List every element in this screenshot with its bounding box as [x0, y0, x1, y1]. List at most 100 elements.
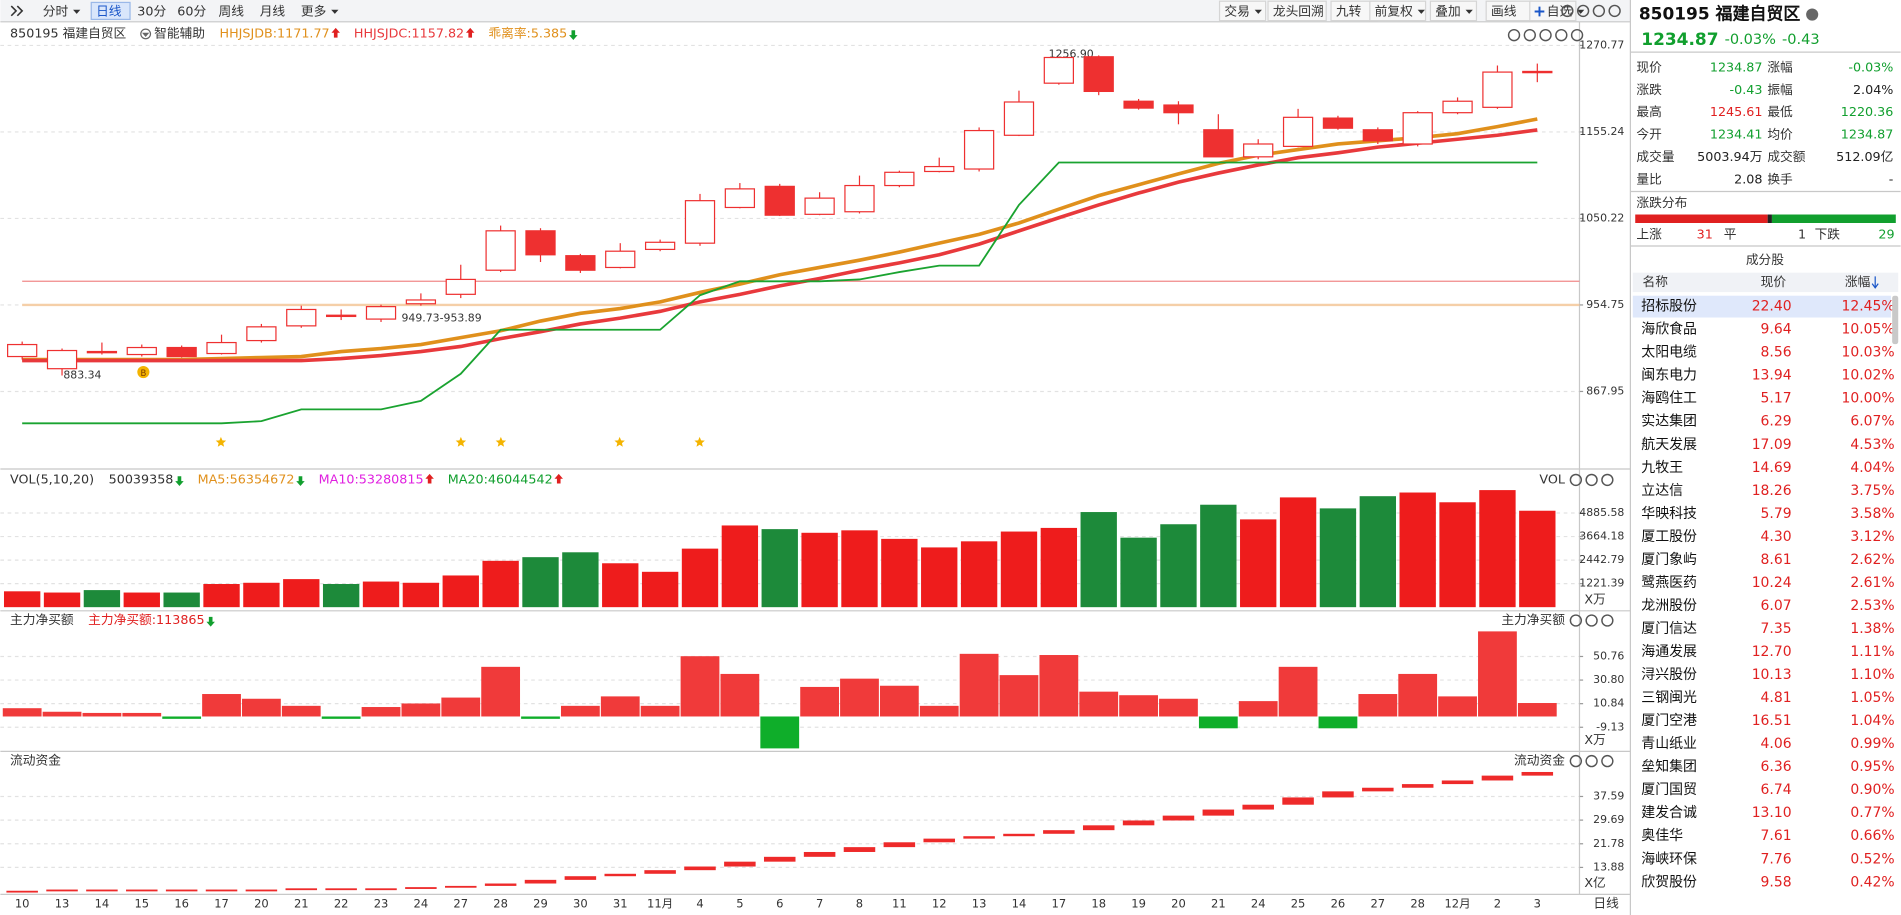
- stock-name[interactable]: 华映科技: [1641, 506, 1697, 522]
- dropdown-arrow: [142, 32, 150, 37]
- distribution-bar: [1767, 214, 1772, 223]
- stock-name[interactable]: 厦门信达: [1641, 621, 1697, 637]
- toolbar-button[interactable]: 30分: [137, 4, 166, 19]
- stock-name[interactable]: 欣贺股份: [1641, 874, 1697, 890]
- scrollbar[interactable]: [1892, 295, 1899, 345]
- panel-icon[interactable]: [1539, 28, 1552, 42]
- stock-name[interactable]: 实达集团: [1641, 413, 1697, 430]
- panel-icon[interactable]: [1561, 4, 1574, 18]
- net-bar: [361, 707, 401, 717]
- stock-name[interactable]: 龙洲股份: [1641, 598, 1697, 614]
- stock-name[interactable]: 厦门空港: [1641, 713, 1697, 729]
- panel-icon[interactable]: [1601, 473, 1614, 487]
- stock-name[interactable]: 三钢闽光: [1641, 690, 1697, 706]
- panel-icon[interactable]: [1601, 614, 1614, 627]
- panel-icon[interactable]: [1507, 28, 1521, 42]
- stock-name[interactable]: 厦门象屿: [1641, 552, 1697, 568]
- stock-name[interactable]: 招标股份: [1641, 299, 1697, 315]
- x-tick-label: 11月: [647, 897, 673, 911]
- quote-value: 2.08: [1734, 171, 1762, 186]
- stock-price: 6.07: [1761, 598, 1792, 614]
- volume-bar: [1200, 504, 1237, 608]
- panel-icon[interactable]: [1585, 754, 1598, 768]
- period-label[interactable]: 日线: [1593, 896, 1619, 911]
- panel-icon[interactable]: [1569, 754, 1583, 768]
- unit-label: X万: [1584, 591, 1605, 606]
- stock-name[interactable]: 闽东电力: [1641, 368, 1697, 384]
- net-bar: [959, 653, 999, 717]
- panel-icon[interactable]: [1570, 28, 1584, 42]
- stock-name[interactable]: 海通发展: [1641, 644, 1697, 660]
- liquid-bar: [1521, 771, 1554, 776]
- stock-change: 4.53%: [1850, 437, 1894, 453]
- stock-name[interactable]: 厦门国贸: [1641, 782, 1697, 798]
- toolbar-button[interactable]: 九转: [1336, 4, 1362, 19]
- stock-name[interactable]: 九牧王: [1641, 460, 1683, 476]
- stock-name[interactable]: 浔兴股份: [1641, 667, 1697, 683]
- quote-value: 1234.41: [1710, 127, 1763, 142]
- stock-name[interactable]: 海欣食品: [1641, 321, 1697, 338]
- panel-icon[interactable]: [1555, 28, 1568, 42]
- volume-bar: [881, 538, 918, 608]
- toolbar-button[interactable]: 前复权: [1375, 4, 1413, 19]
- candle-body: [1163, 104, 1194, 114]
- toolbar-button[interactable]: 更多: [301, 4, 326, 19]
- collapse-icon[interactable]: [10, 5, 24, 17]
- stock-name[interactable]: 鹭燕医药: [1641, 575, 1697, 591]
- panel-icon[interactable]: [1569, 473, 1583, 487]
- volume-bar: [1000, 531, 1038, 608]
- panel-icon[interactable]: [1608, 4, 1621, 18]
- toolbar-button[interactable]: 自选: [1547, 4, 1573, 19]
- column-header[interactable]: 涨幅: [1845, 274, 1871, 289]
- stock-price: 10.24: [1752, 575, 1792, 591]
- panel-icon[interactable]: [1569, 614, 1583, 627]
- net-bar: [919, 705, 959, 717]
- star-signal: [694, 436, 705, 447]
- stock-name[interactable]: 立达信: [1641, 483, 1683, 499]
- volume-bar: [243, 582, 280, 608]
- stock-change: 0.90%: [1850, 782, 1894, 798]
- toolbar-button[interactable]: 龙头回溯: [1273, 4, 1324, 19]
- stock-name[interactable]: 建发合诚: [1641, 805, 1697, 821]
- stock-name[interactable]: 航天发展: [1641, 437, 1697, 453]
- panel-icon[interactable]: [1592, 4, 1606, 18]
- stock-name[interactable]: 垒知集团: [1641, 758, 1697, 775]
- stock-change: 12.45%: [1841, 299, 1894, 315]
- quote-label: 最低: [1767, 104, 1793, 119]
- stock-name[interactable]: 太阳电缆: [1641, 345, 1697, 361]
- liquid-bar: [1202, 809, 1235, 816]
- stock-change: 1.10%: [1850, 667, 1894, 683]
- candle-body: [804, 197, 835, 215]
- stock-name[interactable]: 厦工股份: [1641, 529, 1697, 545]
- panel-icon[interactable]: [1585, 614, 1598, 627]
- panel-icon[interactable]: [1601, 754, 1614, 768]
- quote-label: 振幅: [1767, 82, 1793, 97]
- stock-name[interactable]: 青山纸业: [1641, 736, 1697, 752]
- net-bar: [1438, 696, 1477, 717]
- panel-icon[interactable]: [1576, 4, 1590, 18]
- volume-bar: [1120, 537, 1157, 608]
- toolbar-button[interactable]: 日线: [96, 4, 122, 19]
- toolbar-button[interactable]: 60分: [177, 4, 206, 19]
- stock-price: 13.10: [1752, 805, 1792, 821]
- toolbar-button[interactable]: 交易: [1224, 4, 1249, 19]
- panel-icon[interactable]: [1585, 473, 1598, 487]
- x-tick-label: 28: [1410, 897, 1425, 911]
- net-bar: [162, 716, 202, 719]
- candle-body: [565, 255, 596, 271]
- net-bar: [42, 711, 82, 717]
- toolbar-button[interactable]: 月线: [260, 4, 286, 19]
- info-icon[interactable]: [1806, 8, 1819, 21]
- stock-price: 18.26: [1752, 483, 1792, 499]
- stock-name[interactable]: 奥佳华: [1641, 827, 1683, 844]
- toolbar-button[interactable]: 画线: [1491, 4, 1517, 19]
- stock-name[interactable]: 海鸥住工: [1641, 390, 1697, 407]
- x-tick-label: 12月: [1444, 897, 1470, 911]
- toolbar-button[interactable]: 周线: [219, 4, 245, 19]
- toolbar-button[interactable]: 分时: [43, 4, 69, 19]
- stock-name[interactable]: 海峡环保: [1641, 851, 1697, 867]
- column-header[interactable]: 现价: [1761, 274, 1787, 289]
- toolbar-button[interactable]: 叠加: [1435, 4, 1460, 19]
- net-bar: [202, 694, 241, 717]
- panel-icon[interactable]: [1523, 28, 1536, 42]
